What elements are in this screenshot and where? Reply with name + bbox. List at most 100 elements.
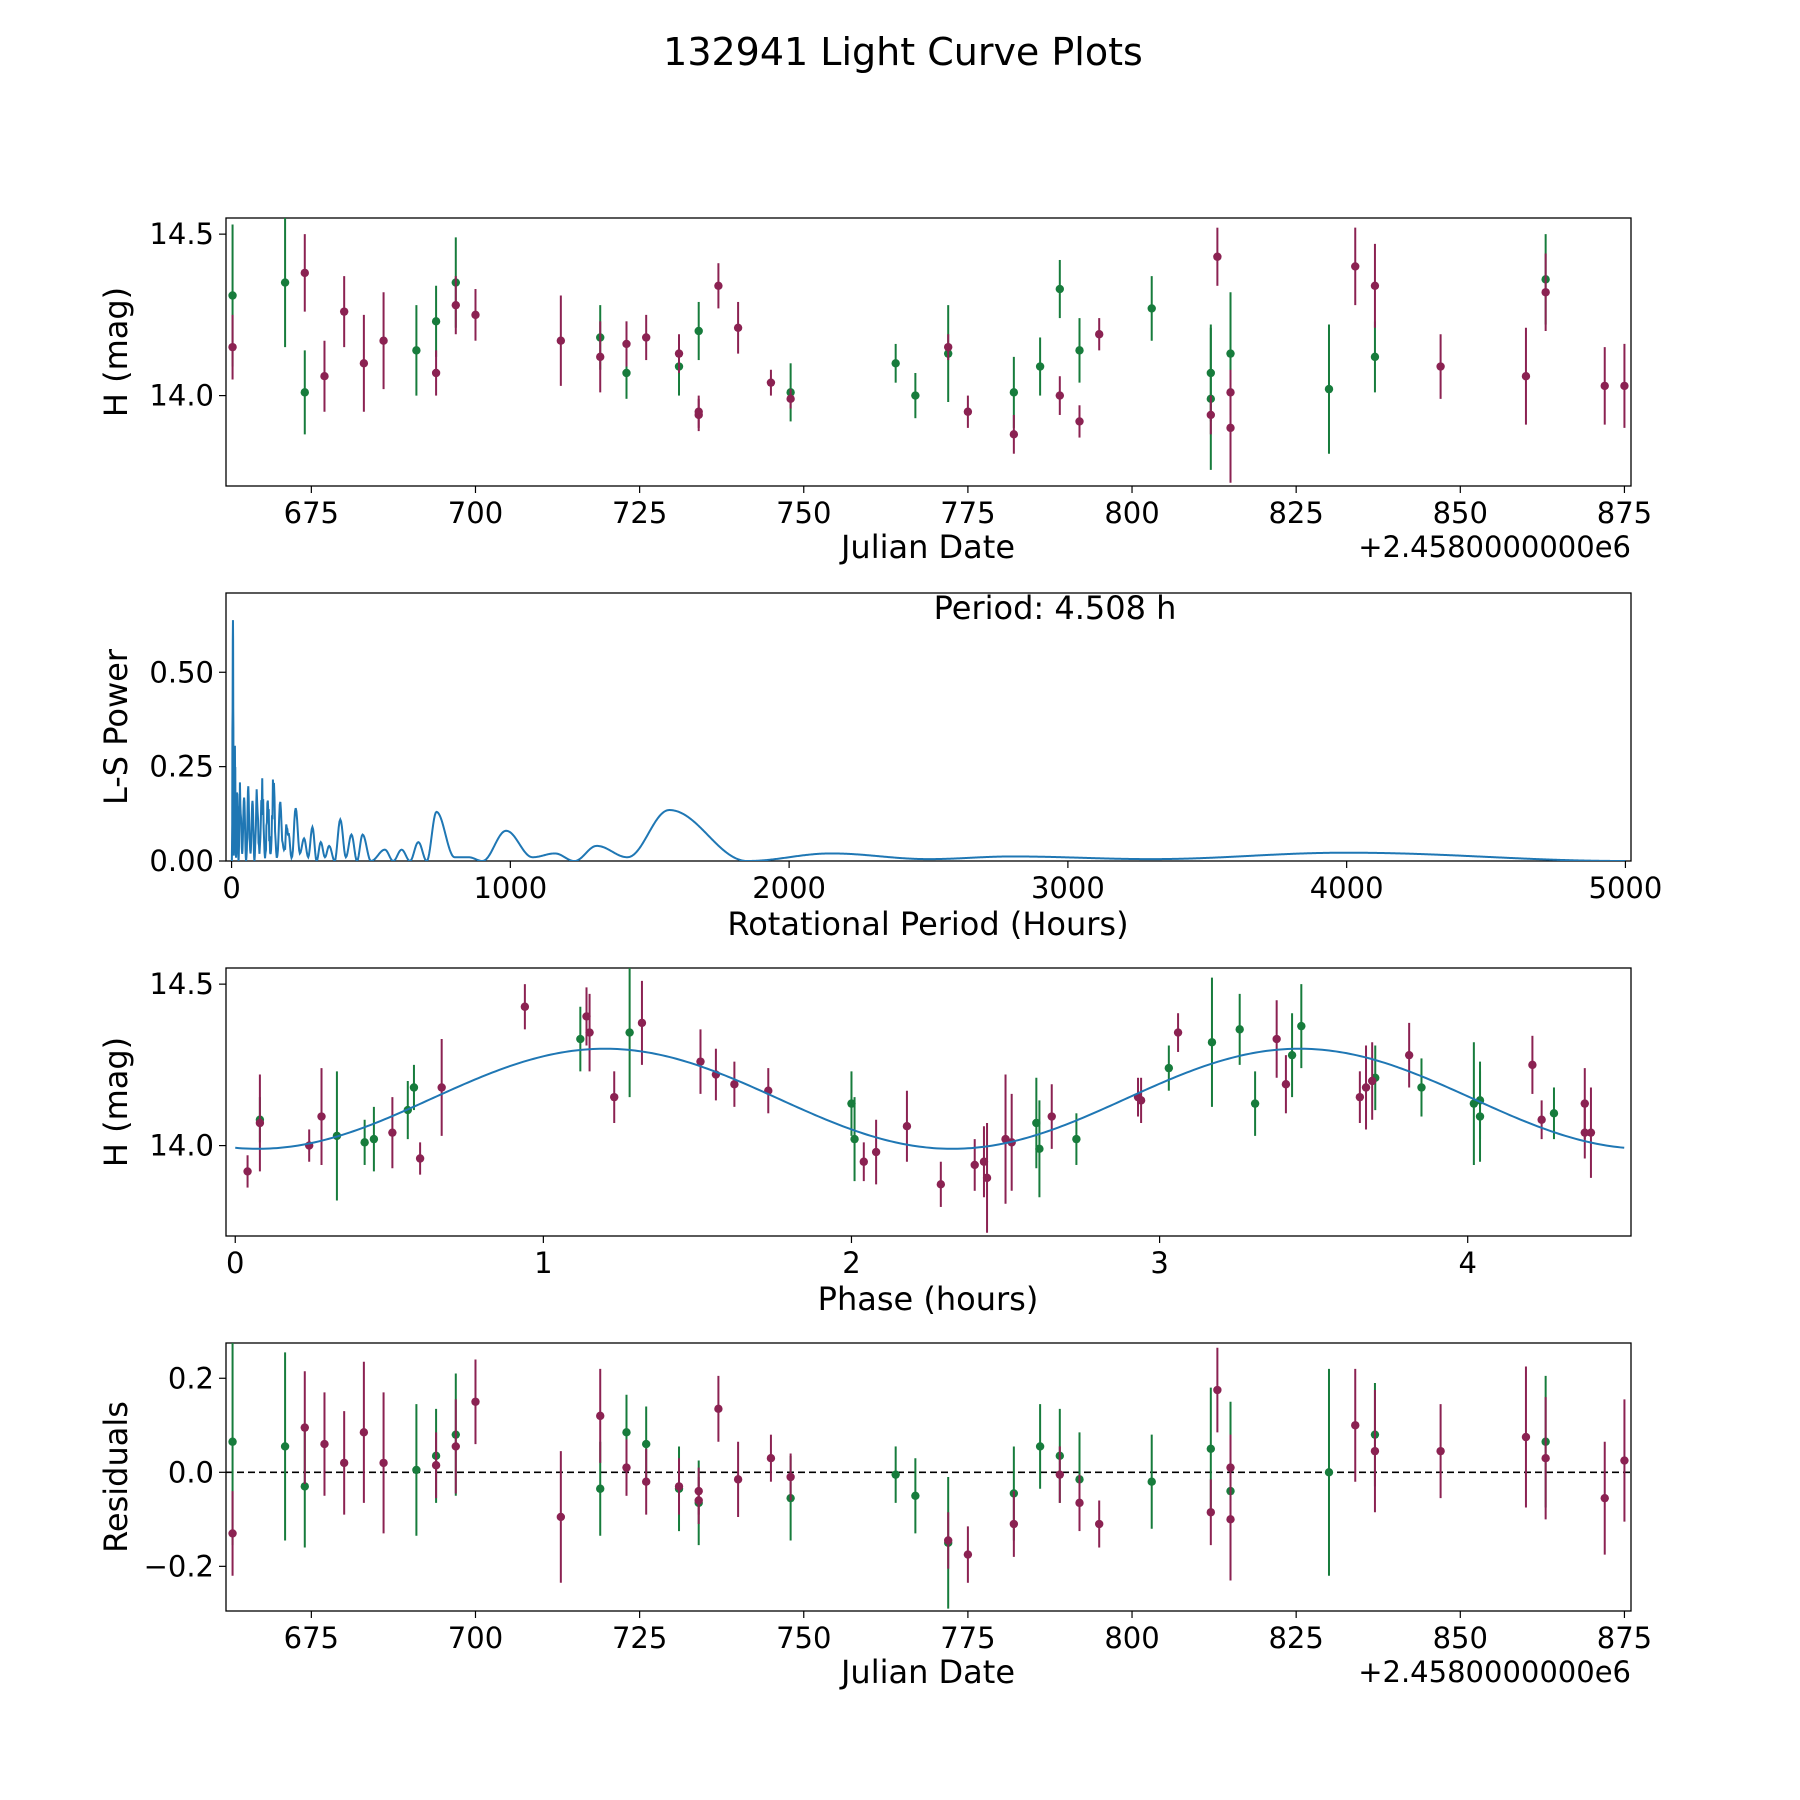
green-data-point <box>911 391 920 400</box>
green-data-point <box>1147 304 1156 313</box>
maroon-data-point <box>300 268 309 278</box>
x-tick-label: 875 <box>1597 1621 1652 1655</box>
maroon-data-point <box>859 1157 868 1166</box>
green-data-point <box>228 291 237 300</box>
maroon-data-point <box>622 339 631 349</box>
maroon-data-point <box>1404 1050 1414 1060</box>
periodogram-ylabel: L-S Power <box>97 648 135 805</box>
maroon-data-point <box>1351 1421 1360 1430</box>
maroon-data-point <box>1173 1028 1183 1037</box>
maroon-data-point <box>1436 1446 1445 1456</box>
maroon-data-point <box>1580 1099 1589 1108</box>
maroon-data-point <box>471 310 480 320</box>
green-data-point <box>596 1484 605 1493</box>
y-tick-label: 14.0 <box>149 379 214 413</box>
maroon-data-point <box>339 1458 349 1468</box>
green-data-point <box>1072 1134 1081 1144</box>
residuals-xlabel: Julian Date <box>839 1653 1015 1691</box>
green-data-point <box>1297 1021 1306 1031</box>
green-data-point <box>1207 1038 1217 1047</box>
maroon-data-point <box>1351 262 1360 271</box>
phased-curve-xlabel: Phase (hours) <box>818 1280 1039 1318</box>
y-tick-label: 0.0 <box>168 1455 214 1489</box>
light-curve-panel: Julian Date H (mag) +2.4580000000e6 675 7… <box>97 217 1652 566</box>
light-curve-offset-text: +2.4580000000e6 <box>1358 530 1631 564</box>
maroon-data-point <box>641 1477 651 1486</box>
green-data-point <box>622 368 631 378</box>
maroon-data-point <box>696 1057 705 1066</box>
green-data-point <box>280 1442 290 1451</box>
green-data-point <box>360 1138 369 1147</box>
maroon-data-point <box>1001 1134 1010 1144</box>
y-tick-label: −0.2 <box>144 1549 214 1583</box>
x-tick-label: 2 <box>842 1246 860 1280</box>
maroon-data-point <box>786 394 795 404</box>
maroon-data-point <box>1355 1092 1365 1102</box>
maroon-data-point <box>471 1397 480 1406</box>
maroon-data-point <box>936 1180 946 1189</box>
y-tick-label: 14.5 <box>149 967 214 1001</box>
periodogram-line <box>230 620 1626 861</box>
green-data-point <box>622 1428 631 1437</box>
maroon-data-point <box>714 281 723 291</box>
x-tick-label: 5000 <box>1589 871 1663 905</box>
maroon-data-point <box>786 1472 795 1482</box>
maroon-data-point <box>1537 1115 1546 1124</box>
green-data-point <box>412 346 421 355</box>
green-data-point <box>694 326 703 336</box>
green-data-point <box>431 317 441 326</box>
maroon-data-point <box>641 333 651 342</box>
maroon-data-point <box>871 1147 881 1157</box>
x-tick-label: 3 <box>1150 1246 1168 1280</box>
green-data-point <box>412 1465 421 1475</box>
residuals-axes <box>225 1342 1632 1612</box>
x-tick-label: 825 <box>1268 1621 1323 1655</box>
maroon-data-point <box>1095 330 1104 339</box>
green-data-point <box>576 1034 585 1044</box>
maroon-data-point <box>388 1128 397 1137</box>
x-tick-label: 675 <box>284 496 339 530</box>
green-data-point <box>1075 346 1084 355</box>
maroon-data-point <box>1213 1385 1222 1395</box>
maroon-data-point <box>1521 1432 1531 1442</box>
maroon-data-point <box>451 1442 460 1451</box>
maroon-data-point <box>431 368 441 378</box>
maroon-data-point <box>714 1404 723 1414</box>
x-tick-label: 800 <box>1104 496 1159 530</box>
green-data-point <box>891 1470 900 1479</box>
y-tick-label: 14.5 <box>149 217 214 251</box>
maroon-data-point <box>622 1463 631 1472</box>
maroon-data-point <box>970 1160 979 1170</box>
maroon-data-point <box>585 1028 594 1037</box>
maroon-data-point <box>730 1080 739 1089</box>
y-tick-label: 0.50 <box>149 655 214 689</box>
maroon-data-point <box>1620 381 1629 391</box>
x-tick-label: 675 <box>284 1621 339 1655</box>
green-data-point <box>1035 362 1045 371</box>
residuals-offset-text: +2.4580000000e6 <box>1358 1655 1631 1689</box>
maroon-data-point <box>1075 1498 1084 1508</box>
green-data-point <box>1324 384 1334 394</box>
maroon-data-point <box>694 407 703 416</box>
x-tick-label: 700 <box>448 1621 503 1655</box>
green-data-point <box>1035 1442 1045 1451</box>
green-data-point <box>300 388 309 397</box>
maroon-data-point <box>556 1512 566 1522</box>
maroon-data-point <box>1436 362 1445 371</box>
maroon-data-point <box>1586 1128 1596 1137</box>
phased-curve-panel: Phase (hours) H (mag) 0 1 2 3 4 14.0 14.5 <box>97 967 1632 1318</box>
light-curve-xlabel: Julian Date <box>839 528 1015 566</box>
x-tick-label: 4 <box>1458 1246 1476 1280</box>
maroon-data-point <box>1206 1508 1216 1517</box>
maroon-data-point <box>1136 1096 1146 1105</box>
maroon-data-point <box>415 1154 425 1163</box>
x-tick-label: 775 <box>940 1621 995 1655</box>
maroon-data-point <box>1620 1456 1629 1465</box>
figure-title: 132941 Light Curve Plots <box>663 30 1143 74</box>
periodogram-panel: Rotational Period (Hours) L-S Power Peri… <box>97 589 1662 943</box>
maroon-data-point <box>694 1496 703 1505</box>
maroon-data-point <box>359 1428 369 1437</box>
x-tick-label: 750 <box>776 1621 831 1655</box>
plot-area <box>228 218 1629 483</box>
